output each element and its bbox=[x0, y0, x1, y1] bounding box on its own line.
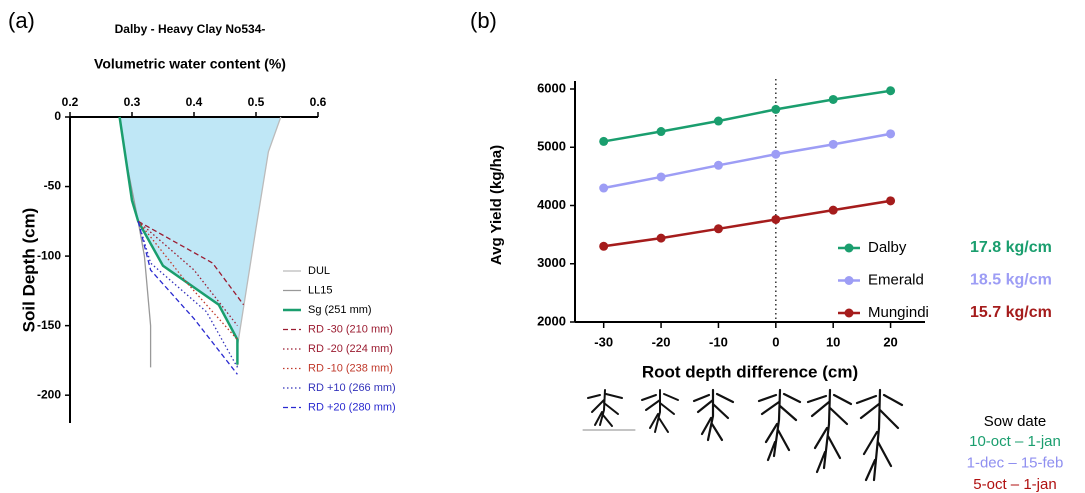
x-tick-label: -30 bbox=[594, 334, 613, 349]
series-line bbox=[137, 220, 238, 327]
y-tick-label: 0 bbox=[54, 109, 61, 123]
series-line bbox=[603, 132, 891, 190]
x-axis-label: Volumetric water content (%) bbox=[94, 56, 286, 72]
data-point bbox=[599, 183, 609, 193]
x-tick-label: 0.5 bbox=[248, 95, 265, 109]
data-point bbox=[828, 139, 838, 149]
legend-marker bbox=[844, 308, 854, 318]
legend-label: Emerald bbox=[868, 271, 924, 288]
legend-label: Mungindi bbox=[868, 304, 929, 321]
x-tick-label: -20 bbox=[652, 334, 671, 349]
series-line bbox=[137, 220, 245, 306]
sow-date-entry: 1-dec – 15-feb bbox=[967, 454, 1064, 471]
x-tick-label: -10 bbox=[709, 334, 728, 349]
series-line bbox=[137, 221, 238, 368]
y-axis-label: Avg Yield (kg/ha) bbox=[488, 145, 505, 265]
data-point bbox=[599, 136, 609, 146]
data-point bbox=[713, 224, 723, 234]
panel-label: (b) bbox=[470, 8, 497, 33]
data-point bbox=[656, 233, 666, 243]
y-tick-label: 6000 bbox=[537, 80, 566, 95]
y-tick-label: -200 bbox=[37, 387, 61, 401]
sow-date-entry: 5-oct – 1-jan bbox=[973, 476, 1056, 493]
sow-date-entry: 10-oct – 1-jan bbox=[969, 433, 1061, 450]
x-tick-label: 10 bbox=[826, 334, 840, 349]
legend-marker bbox=[844, 243, 854, 253]
y-tick-label: -50 bbox=[44, 179, 62, 193]
legend-label: Dalby bbox=[868, 239, 907, 256]
slope-annotation: 17.8 kg/cm bbox=[970, 239, 1052, 256]
x-tick-label: 0.2 bbox=[62, 95, 79, 109]
series-line bbox=[118, 116, 239, 365]
legend-label: RD -20 (224 mm) bbox=[308, 343, 393, 355]
y-tick-label: 5000 bbox=[537, 139, 566, 154]
data-point bbox=[828, 94, 838, 104]
data-point bbox=[886, 196, 896, 206]
fill-area bbox=[119, 117, 281, 368]
panel-label: (a) bbox=[8, 8, 35, 33]
y-tick-label: -100 bbox=[37, 248, 61, 262]
legend-label: RD -30 (210 mm) bbox=[308, 323, 393, 335]
x-axis-label: Root depth difference (cm) bbox=[642, 362, 858, 381]
legend-label: Sg (251 mm) bbox=[308, 304, 372, 316]
x-tick-label: 0.6 bbox=[310, 95, 327, 109]
data-point bbox=[713, 116, 723, 126]
slope-annotation: 15.7 kg/cm bbox=[970, 304, 1052, 321]
x-tick-label: 0.3 bbox=[124, 95, 141, 109]
y-tick-label: 4000 bbox=[537, 197, 566, 212]
root-illustrations bbox=[582, 388, 904, 482]
data-point bbox=[771, 104, 781, 114]
data-point bbox=[599, 241, 609, 251]
data-point bbox=[886, 86, 896, 96]
sow-date-title: Sow date bbox=[984, 413, 1047, 430]
y-tick-label: -150 bbox=[37, 318, 61, 332]
data-point bbox=[713, 160, 723, 170]
legend-label: RD -10 (238 mm) bbox=[308, 362, 393, 374]
legend-label: RD +20 (280 mm) bbox=[308, 401, 396, 413]
x-tick-label: 0.4 bbox=[186, 95, 203, 109]
series-line bbox=[137, 221, 238, 375]
data-point bbox=[771, 149, 781, 159]
legend-label: LL15 bbox=[308, 284, 332, 296]
series-line bbox=[603, 89, 891, 143]
y-tick-label: 2000 bbox=[537, 313, 566, 328]
data-point bbox=[771, 214, 781, 224]
x-tick-label: 20 bbox=[883, 334, 897, 349]
data-point bbox=[656, 127, 666, 137]
legend-marker bbox=[844, 276, 854, 285]
chart-title: Dalby - Heavy Clay No534- bbox=[115, 22, 266, 36]
series-line bbox=[603, 199, 891, 248]
y-tick-label: 3000 bbox=[537, 255, 566, 270]
slope-annotation: 18.5 kg/cm bbox=[970, 272, 1052, 289]
legend-label: RD +10 (266 mm) bbox=[308, 382, 396, 394]
data-point bbox=[656, 172, 666, 182]
data-point bbox=[886, 129, 896, 139]
legend-label: DUL bbox=[308, 265, 330, 277]
y-axis-label: Soil Depth (cm) bbox=[19, 208, 38, 333]
data-point bbox=[828, 205, 838, 215]
x-tick-label: 0 bbox=[772, 334, 779, 349]
